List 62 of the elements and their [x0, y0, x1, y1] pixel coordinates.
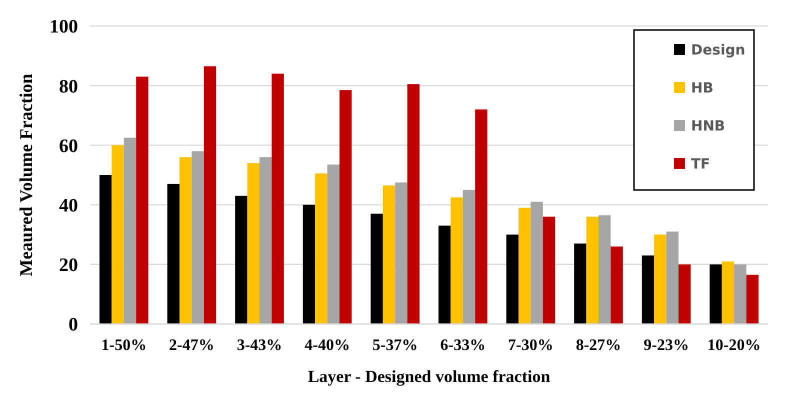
legend-label: HB [691, 80, 714, 96]
bar [475, 109, 488, 324]
y-tick-label: 80 [59, 76, 78, 98]
y-tick-label: 20 [59, 255, 78, 276]
bar [610, 246, 623, 324]
bar [530, 202, 543, 324]
x-tick-label: 1-50% [101, 337, 147, 354]
bar [260, 157, 272, 324]
bar [598, 215, 611, 324]
bar [642, 255, 654, 324]
bar [112, 145, 124, 324]
bar [302, 204, 316, 324]
bar [654, 234, 666, 324]
y-tick-label: 40 [59, 195, 78, 216]
x-tick-label: 10-20% [707, 337, 761, 354]
x-tick-label: 9-23% [644, 337, 689, 354]
bar [462, 190, 476, 324]
x-tick-label: 2-47% [169, 337, 214, 354]
bar [450, 197, 463, 324]
bar [327, 164, 340, 324]
x-axis-title: Layer - Designed volume fraction [308, 367, 551, 386]
bar [506, 234, 518, 324]
bar [124, 138, 136, 324]
legend-label: TF [691, 156, 710, 172]
y-tick-label: 60 [59, 136, 78, 157]
bar [340, 90, 352, 324]
bar [746, 274, 759, 324]
bar [710, 264, 722, 324]
bar [586, 216, 598, 324]
bar [179, 157, 192, 324]
x-tick-label: 8-27% [576, 337, 622, 354]
bar [99, 175, 112, 324]
bar [407, 84, 420, 324]
y-axis-title: Meaured Volume Fraction [16, 74, 36, 276]
bar [204, 66, 216, 324]
bar [167, 184, 180, 324]
bar [315, 174, 328, 324]
bar [666, 232, 679, 324]
x-tick-label: 7-30% [508, 337, 554, 354]
x-tick-label: 6-33% [440, 337, 486, 354]
y-tick-label: 100 [50, 16, 78, 38]
bar [722, 261, 734, 324]
bar [734, 264, 746, 324]
bar [574, 244, 586, 324]
x-tick-label: 4-40% [304, 337, 350, 354]
bar [272, 74, 284, 324]
bar [382, 185, 396, 324]
x-tick-label: 3-43% [236, 337, 282, 354]
legend-label: HNB [691, 118, 726, 134]
bar [370, 214, 383, 324]
bar [192, 151, 204, 324]
legend-label: Design [691, 42, 746, 58]
bar [542, 216, 556, 324]
y-tick-label: 0 [68, 314, 78, 336]
bar [136, 76, 148, 324]
bar [518, 208, 531, 324]
bar [247, 163, 260, 324]
bar [395, 182, 408, 324]
bar [438, 226, 451, 324]
x-tick-label: 5-37% [372, 337, 418, 354]
bar [235, 196, 248, 324]
bar [678, 264, 691, 324]
